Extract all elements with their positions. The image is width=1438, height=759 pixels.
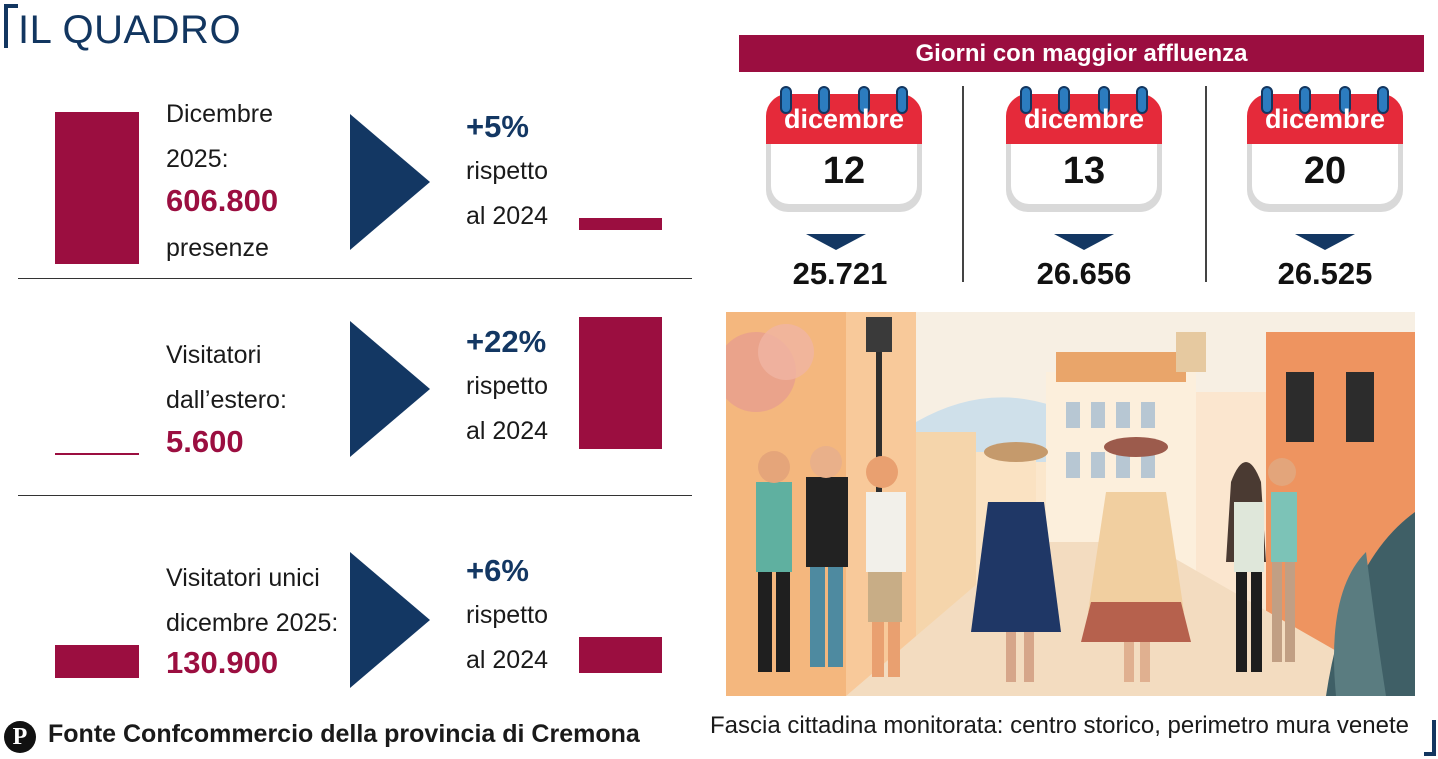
street-illustration xyxy=(726,312,1415,696)
row-1-label-line-1: Dicembre xyxy=(166,100,273,128)
calendar-month: dicembre xyxy=(1264,104,1386,134)
row-3-label-line-1: Visitatori unici xyxy=(166,564,320,592)
row-2-change-text: rispetto al 2024 xyxy=(466,364,548,454)
publisher-logo: P xyxy=(4,721,36,753)
row-1-label: Dicembre 2025: xyxy=(166,92,273,182)
calendar-separator xyxy=(962,86,964,282)
row-1-change-text: rispetto al 2024 xyxy=(466,149,548,239)
row-2-change-line-2: al 2024 xyxy=(466,417,549,445)
row-2-label: Visitatori dall’estero: xyxy=(166,333,287,423)
calendar-day: 13 xyxy=(1062,150,1106,192)
corner-mark-top-left xyxy=(4,4,18,48)
peak-day-count: 26.525 xyxy=(1277,256,1373,291)
calendar-icon: dicembre 12 xyxy=(766,86,922,226)
row-2-label-line-2: dall’estero: xyxy=(166,386,287,414)
row-1-value: 606.800 xyxy=(166,183,279,218)
bar-right-row-2 xyxy=(579,317,662,449)
bar-left-row-1 xyxy=(55,112,139,264)
calendar-icon: dicembre 13 xyxy=(1006,86,1162,226)
corner-mark-bottom-right xyxy=(1424,720,1436,756)
row-2-value: 5.600 xyxy=(166,424,244,459)
row-3-change-line-2: al 2024 xyxy=(466,646,549,674)
bar-right-row-1 xyxy=(579,218,662,230)
bar-left-row-2 xyxy=(55,453,139,455)
row-1-change: +5% xyxy=(466,109,529,144)
arrow-down-icon xyxy=(1054,234,1114,250)
row-2-label-line-1: Visitatori xyxy=(166,341,262,369)
row-3-change: +6% xyxy=(466,553,529,588)
calendar-icon: dicembre 20 xyxy=(1247,86,1403,226)
row-3-change-line-1: rispetto xyxy=(466,601,548,629)
row-divider-1 xyxy=(18,278,692,279)
row-3-change-text: rispetto al 2024 xyxy=(466,593,548,683)
peak-day-count: 25.721 xyxy=(792,256,888,291)
calendar-day: 12 xyxy=(822,150,866,192)
bar-right-row-3 xyxy=(579,637,662,673)
arrow-right-icon xyxy=(350,552,430,688)
arrow-down-icon xyxy=(1295,234,1355,250)
row-3-value: 130.900 xyxy=(166,645,279,680)
row-2-change: +22% xyxy=(466,324,547,359)
calendar-month: dicembre xyxy=(1023,104,1145,134)
arrow-right-icon xyxy=(350,321,430,457)
row-1-change-line-1: rispetto xyxy=(466,157,548,185)
illustration-caption: Fascia cittadina monitorata: centro stor… xyxy=(710,712,1409,739)
calendar-month: dicembre xyxy=(783,104,905,134)
row-1-change-line-2: al 2024 xyxy=(466,202,549,230)
arrow-right-icon xyxy=(350,114,430,250)
row-3-label: Visitatori unici dicembre 2025: xyxy=(166,556,338,646)
source-credit: Fonte Confcommercio della provincia di C… xyxy=(48,720,640,748)
calendar-separator xyxy=(1205,86,1207,282)
row-1-suffix: presenze xyxy=(166,234,269,262)
row-1-label-line-2: 2025: xyxy=(166,145,229,173)
arrow-down-icon xyxy=(806,234,866,250)
bar-left-row-3 xyxy=(55,645,139,678)
calendar-day: 20 xyxy=(1303,150,1347,192)
street-illustration-svg xyxy=(726,312,1415,696)
peak-day-count: 26.656 xyxy=(1036,256,1132,291)
page-title: IL QUADRO xyxy=(18,8,242,52)
row-divider-2 xyxy=(18,495,692,496)
row-3-label-line-2: dicembre 2025: xyxy=(166,609,339,637)
row-2-change-line-1: rispetto xyxy=(466,372,548,400)
peak-days-banner: Giorni con maggior affluenza xyxy=(739,35,1424,72)
